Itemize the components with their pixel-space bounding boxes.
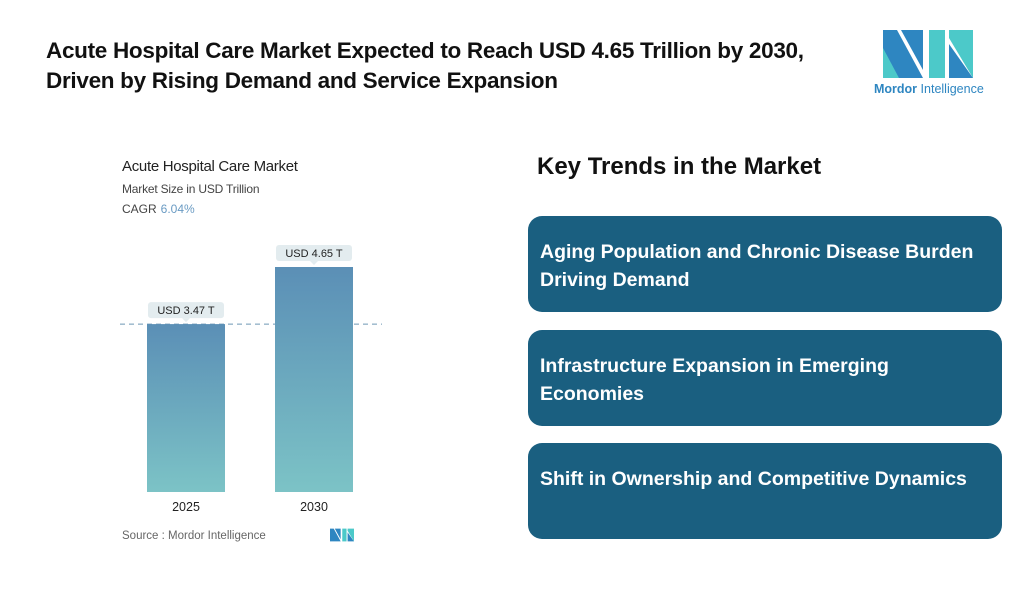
data-label: USD 4.65 T <box>285 248 343 260</box>
chart-source: Source : Mordor Intelligence <box>122 530 266 542</box>
cagr-label: CAGR <box>122 202 157 216</box>
x-tick-label: 2025 <box>172 500 200 514</box>
bar-chart: USD 3.47 T 2025 USD 4.65 T 2030 <box>120 245 382 514</box>
chart-cagr: CAGR 6.04% <box>122 202 195 216</box>
data-label-bg <box>276 245 352 261</box>
bar-2030 <box>275 267 353 492</box>
chart-title: Acute Hospital Care Market <box>122 158 298 175</box>
trend-card: Aging Population and Chronic Disease Bur… <box>528 216 1002 312</box>
x-tick-label: 2030 <box>300 500 328 514</box>
mordor-logo-icon <box>883 30 973 78</box>
data-label-pointer <box>310 261 318 265</box>
source-logo-icon <box>330 528 354 542</box>
trend-card: Shift in Ownership and Competitive Dynam… <box>528 443 1002 539</box>
trend-card: Infrastructure Expansion in Emerging Eco… <box>528 330 1002 426</box>
data-label: USD 3.47 T <box>157 305 215 317</box>
logo-text: Mordor Intelligence <box>874 82 984 96</box>
data-label-pointer <box>182 318 190 323</box>
key-trends-title: Key Trends in the Market <box>537 153 822 180</box>
bar-2025 <box>147 324 225 492</box>
cagr-value: 6.04% <box>160 202 195 216</box>
page-headline: Acute Hospital Care Market Expected to R… <box>46 38 804 93</box>
mordor-logo: Mordor Intelligence <box>872 30 988 102</box>
data-label-bg <box>148 302 224 319</box>
chart-subtitle: Market Size in USD Trillion <box>122 182 260 196</box>
